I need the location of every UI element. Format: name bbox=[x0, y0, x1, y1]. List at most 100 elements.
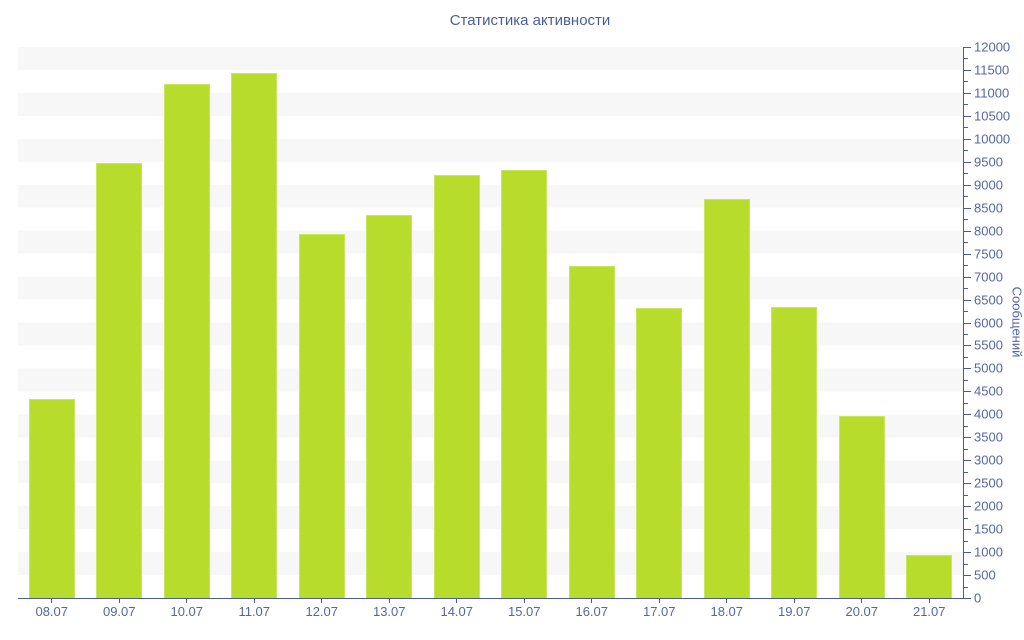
y-axis-tick-label: 7000 bbox=[974, 269, 1003, 285]
y-axis-tick-label: 5500 bbox=[974, 337, 1003, 353]
x-axis-labels: 08.07 09.07 10.07 11.07 12.07 13.07 14.07 15.07… bbox=[18, 604, 963, 619]
y-axis-minor-tick bbox=[964, 333, 968, 335]
bar[interactable] bbox=[568, 265, 615, 598]
y-axis-minor-tick bbox=[964, 540, 968, 542]
bar[interactable] bbox=[906, 555, 953, 598]
x-axis-tick bbox=[861, 599, 863, 603]
bar-slot bbox=[356, 47, 424, 598]
y-axis-major-tick bbox=[964, 575, 971, 577]
x-axis-ticks bbox=[18, 599, 963, 603]
bar[interactable] bbox=[433, 174, 480, 598]
x-axis-label: 16.07 bbox=[575, 604, 609, 619]
bar[interactable] bbox=[636, 307, 683, 598]
x-axis-line bbox=[18, 598, 964, 599]
bar[interactable] bbox=[231, 73, 278, 598]
y-axis-tick-label: 9500 bbox=[974, 154, 1003, 170]
y-axis-major-tick bbox=[964, 207, 971, 209]
bar-slot bbox=[153, 47, 221, 598]
x-tick-slot bbox=[423, 599, 491, 603]
y-axis-major-tick bbox=[964, 115, 971, 117]
x-axis-tick bbox=[118, 599, 120, 603]
bar[interactable] bbox=[163, 84, 210, 598]
bar-slot bbox=[626, 47, 694, 598]
bar-slot bbox=[558, 47, 626, 598]
y-axis-major-tick bbox=[964, 230, 971, 232]
y-axis-minor-tick bbox=[964, 402, 968, 404]
bar-slot bbox=[86, 47, 154, 598]
x-axis-tick bbox=[456, 599, 458, 603]
y-axis-title: Сообщений bbox=[1009, 286, 1024, 358]
y-axis-minor-tick bbox=[964, 425, 968, 427]
y-axis-major-tick bbox=[964, 92, 971, 94]
x-axis-tick bbox=[253, 599, 255, 603]
x-tick-slot bbox=[86, 599, 154, 603]
x-tick-slot bbox=[558, 599, 626, 603]
bar[interactable] bbox=[771, 307, 818, 598]
x-axis-label: 18.07 bbox=[710, 604, 744, 619]
y-axis-minor-tick bbox=[964, 219, 968, 221]
y-axis-minor-tick bbox=[964, 311, 968, 313]
y-axis-tick-label: 4500 bbox=[974, 383, 1003, 399]
y-axis-minor-tick bbox=[964, 356, 968, 358]
y-axis-minor-tick bbox=[964, 494, 968, 496]
y-axis-minor-tick bbox=[964, 563, 968, 565]
x-tick-slot bbox=[626, 599, 694, 603]
x-axis-tick bbox=[523, 599, 525, 603]
x-axis-label: 13.07 bbox=[372, 604, 406, 619]
y-axis-tick-label: 12000 bbox=[974, 39, 1011, 55]
x-axis-tick bbox=[591, 599, 593, 603]
y-axis-tick-label: 8000 bbox=[974, 223, 1003, 239]
bar-slot bbox=[828, 47, 896, 598]
x-axis-tick bbox=[388, 599, 390, 603]
x-tick-slot bbox=[153, 599, 221, 603]
y-axis-major-tick bbox=[964, 253, 971, 255]
y-axis-major-tick bbox=[964, 414, 971, 416]
y-axis-major-tick bbox=[964, 138, 971, 140]
bar-slot bbox=[491, 47, 559, 598]
x-axis-tick bbox=[658, 599, 660, 603]
y-axis-minor-tick bbox=[964, 517, 968, 519]
y-axis-minor-tick bbox=[964, 81, 968, 83]
y-axis-minor-tick bbox=[964, 265, 968, 267]
y-axis-tick-label: 5000 bbox=[974, 360, 1003, 376]
bar[interactable] bbox=[298, 234, 345, 598]
y-axis-minor-tick bbox=[964, 196, 968, 198]
x-axis-label: 08.07 bbox=[35, 604, 69, 619]
bar[interactable] bbox=[96, 162, 143, 598]
x-axis-label: 21.07 bbox=[912, 604, 946, 619]
bar[interactable] bbox=[501, 169, 548, 598]
bar[interactable] bbox=[366, 214, 413, 598]
bar-slot bbox=[423, 47, 491, 598]
y-axis-major-tick bbox=[964, 345, 971, 347]
y-axis-minor-tick bbox=[964, 242, 968, 244]
y-axis-tick-label: 8500 bbox=[974, 200, 1003, 216]
x-axis-label: 10.07 bbox=[170, 604, 204, 619]
y-axis-tick-label: 10000 bbox=[974, 131, 1011, 147]
y-axis-tick-label: 6500 bbox=[974, 292, 1003, 308]
y-axis-minor-tick bbox=[964, 127, 968, 129]
y-axis-tick-label: 500 bbox=[974, 567, 996, 583]
x-axis-tick bbox=[928, 599, 930, 603]
y-axis-major-tick bbox=[964, 506, 971, 508]
bar[interactable] bbox=[28, 398, 75, 598]
y-axis-tick-label: 10500 bbox=[974, 108, 1011, 124]
y-axis-minor-tick bbox=[964, 58, 968, 60]
y-axis-major-tick bbox=[964, 368, 971, 370]
x-tick-slot bbox=[828, 599, 896, 603]
y-axis-tick-label: 9000 bbox=[974, 177, 1003, 193]
y-axis-tick-label: 3500 bbox=[974, 429, 1003, 445]
x-tick-slot bbox=[288, 599, 356, 603]
y-axis-minor-tick bbox=[964, 379, 968, 381]
y-axis-tick-label: 3000 bbox=[974, 452, 1003, 468]
bars-row bbox=[18, 47, 963, 598]
y-axis-minor-tick bbox=[964, 448, 968, 450]
chart-title: Статистика активности bbox=[449, 12, 611, 29]
y-axis-tick-label: 11000 bbox=[974, 85, 1010, 101]
y-axis-minor-tick bbox=[964, 586, 968, 588]
y-axis-major-tick bbox=[964, 322, 971, 324]
bar[interactable] bbox=[838, 415, 885, 598]
bar[interactable] bbox=[703, 198, 750, 598]
y-axis-tick-label: 2500 bbox=[974, 475, 1003, 491]
x-axis-label: 19.07 bbox=[777, 604, 811, 619]
